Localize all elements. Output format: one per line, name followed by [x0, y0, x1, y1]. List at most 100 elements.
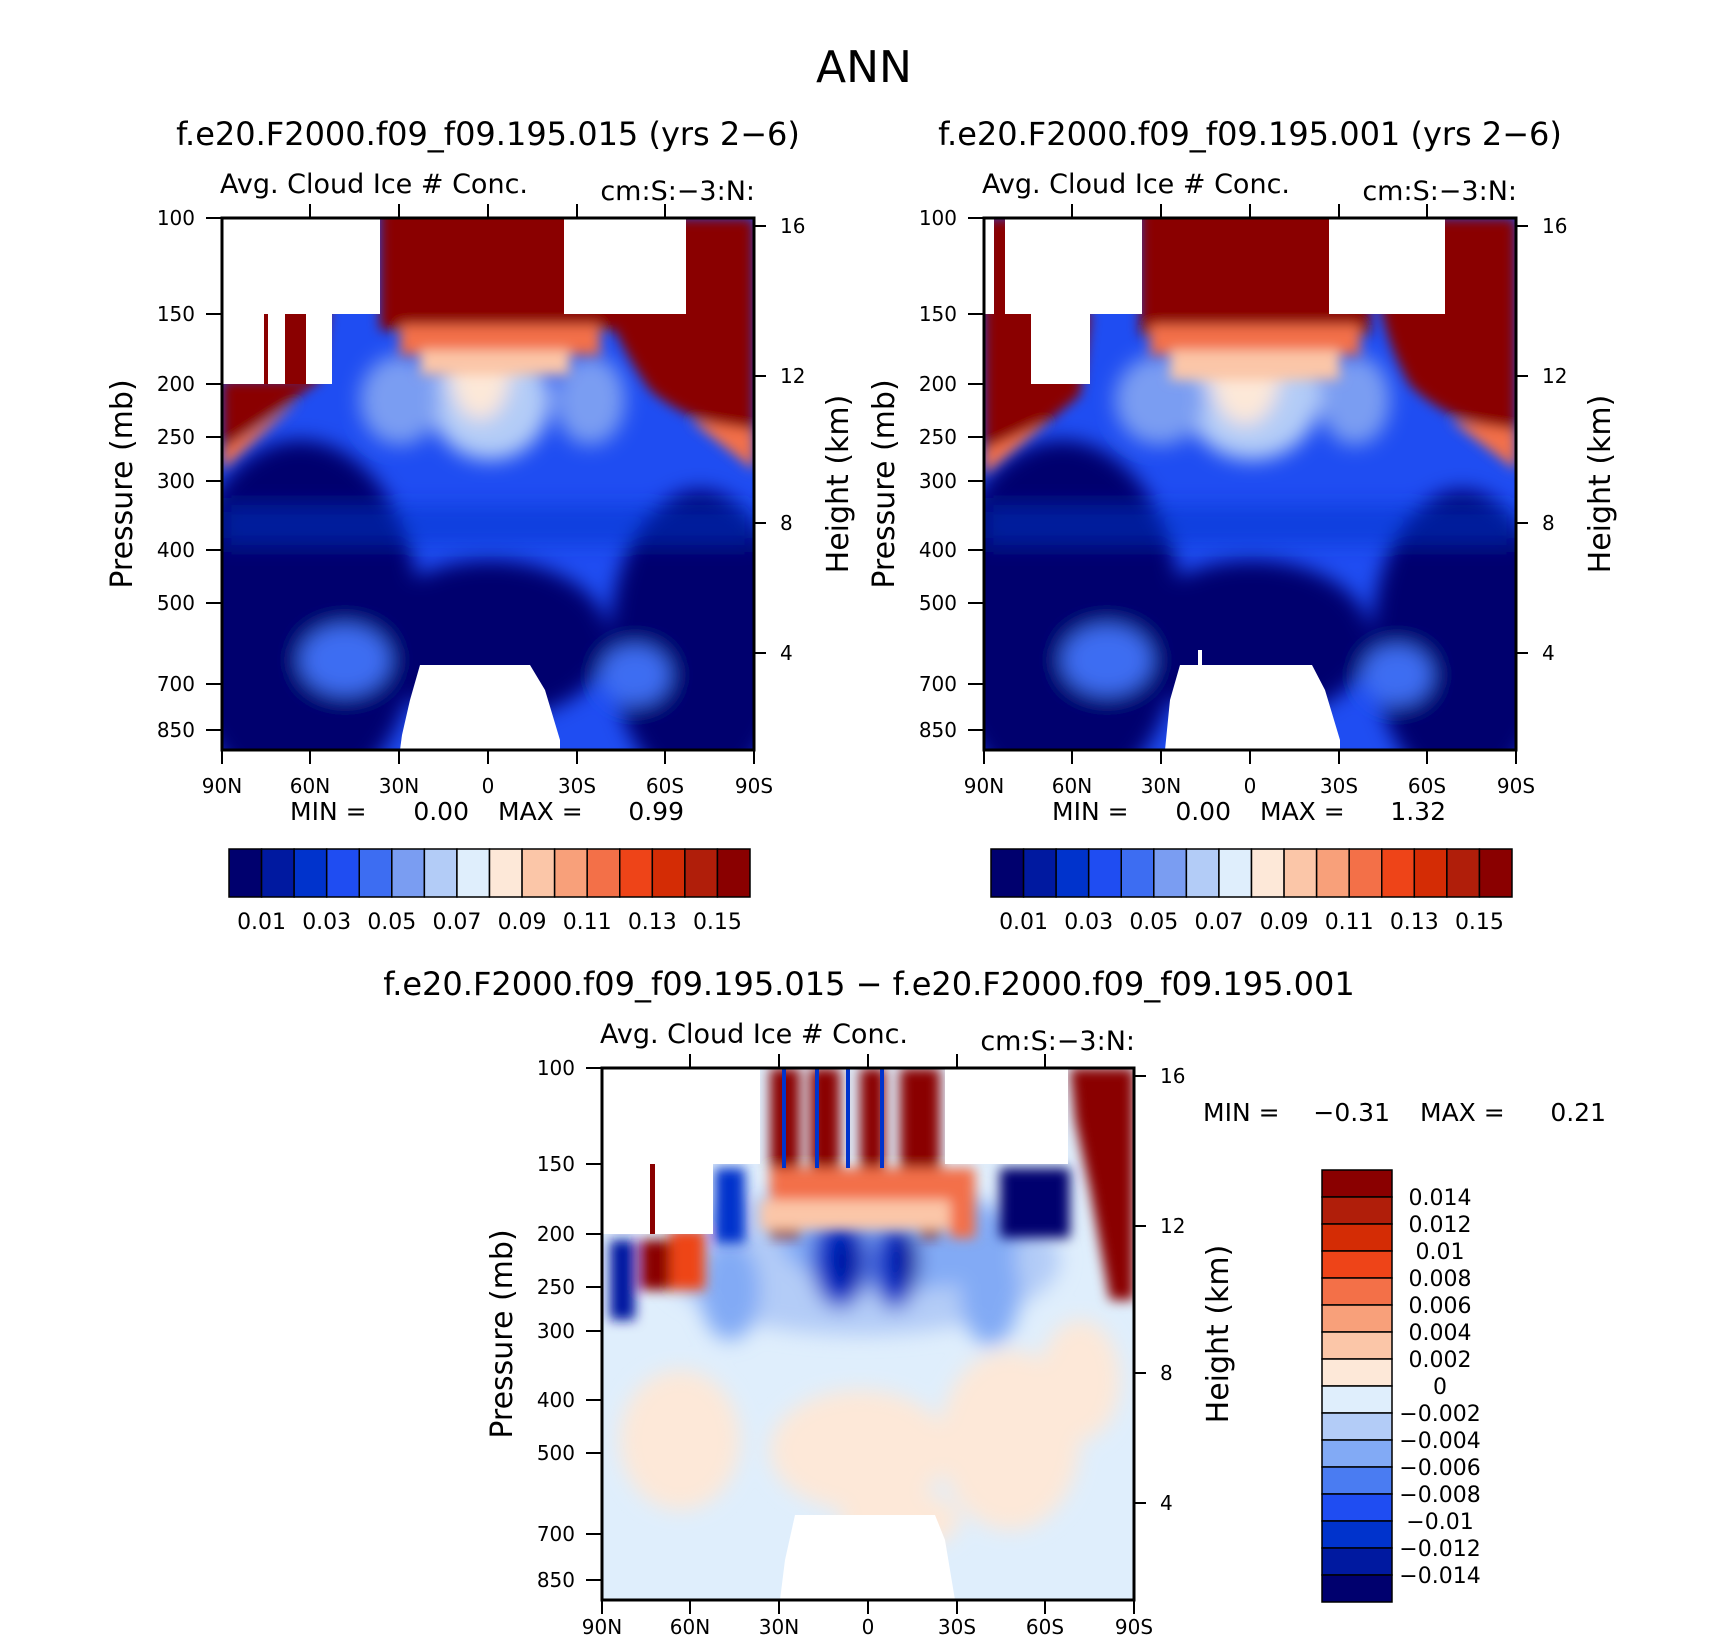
- colorbar-swatch: [684, 848, 719, 898]
- colorbar-label: −0.008: [1399, 1483, 1480, 1508]
- panel-2-ytick: 100: [919, 206, 957, 230]
- panel-3-xtick: 30N: [759, 1615, 799, 1639]
- colorbar-swatch: [1153, 848, 1188, 898]
- colorbar-label: 0.002: [1409, 1348, 1472, 1373]
- panel-1-xtick: 60N: [290, 774, 330, 798]
- panel-1-ytick-right: 8: [780, 511, 793, 535]
- panel-2-ytick: 250: [919, 425, 957, 449]
- panel-2-ylabel-right: Height (km): [1583, 395, 1618, 574]
- panel-1-subtitle-right: cm:S:−3:N:: [600, 176, 755, 207]
- colorbar-swatch: [488, 848, 523, 898]
- panel-3-max-label: MAX =: [1420, 1098, 1505, 1127]
- colorbar-swatch: [1250, 848, 1285, 898]
- colorbar-swatch: [1315, 848, 1350, 898]
- panel-3-ytick: 150: [537, 1152, 575, 1176]
- panel-1-xtick: 30S: [558, 774, 596, 798]
- colorbar-swatch: [1321, 1358, 1393, 1387]
- colorbar-label: 0.15: [693, 910, 742, 935]
- colorbar-swatch: [358, 848, 393, 898]
- panel-1-ytick: 850: [157, 718, 195, 742]
- panel-2-ytick: 300: [919, 469, 957, 493]
- panel-3-subtitle-right: cm:S:−3:N:: [980, 1026, 1135, 1057]
- colorbar-label: 0.01: [237, 910, 286, 935]
- panel-2-xtick: 90S: [1497, 774, 1535, 798]
- panel-1-ytick: 700: [157, 672, 195, 696]
- panel-1-axes: 100 150 200 250 300 400 500 700 850: [157, 204, 805, 798]
- panel-1-max-label: MAX =: [498, 797, 583, 826]
- colorbar-swatch: [1446, 848, 1481, 898]
- panel-2-ytick: 500: [919, 591, 957, 615]
- panel-3-ytick: 300: [537, 1319, 575, 1343]
- panel-1-ytick: 250: [157, 425, 195, 449]
- colorbar-label: 0.012: [1409, 1213, 1472, 1238]
- panel-2-title: f.e20.F2000.f09_f09.195.001 (yrs 2−6): [938, 115, 1562, 153]
- colorbar-swatch: [1321, 1439, 1393, 1468]
- colorbar-label: 0.05: [1129, 910, 1178, 935]
- panel-2-ytick: 700: [919, 672, 957, 696]
- colorbar-swatch: [1022, 848, 1057, 898]
- panel-1-ytick-right: 16: [780, 214, 805, 238]
- panel-3-ytick-right: 4: [1160, 1491, 1173, 1515]
- colorbar-label: 0.008: [1409, 1267, 1472, 1292]
- colorbar-swatch: [1321, 1277, 1393, 1306]
- colorbar-swatch: [1348, 848, 1383, 898]
- colorbar-swatch: [586, 848, 621, 898]
- colorbar-label: 0.004: [1409, 1321, 1472, 1346]
- panel-3-ytick: 200: [537, 1222, 575, 1246]
- panel-3: f.e20.F2000.f09_f09.195.015 − f.e20.F200…: [383, 965, 1606, 1639]
- colorbar-swatch: [1321, 1520, 1393, 1549]
- panel-3-ylabel-right: Height (km): [1201, 1245, 1236, 1424]
- colorbar-swatch: [1087, 848, 1122, 898]
- panel-3-ytick-right: 8: [1160, 1361, 1173, 1385]
- colorbar-swatch: [990, 848, 1025, 898]
- panel-2: f.e20.F2000.f09_f09.195.001 (yrs 2−6) Av…: [867, 115, 1618, 935]
- colorbar-label: 0.13: [628, 910, 677, 935]
- panel-3-xtick: 30S: [938, 1615, 976, 1639]
- colorbar-label: 0.09: [1260, 910, 1309, 935]
- panel-2-subtitle-right: cm:S:−3:N:: [1362, 176, 1517, 207]
- panel-2-xtick: 30N: [1141, 774, 1181, 798]
- colorbar-swatch: [1283, 848, 1318, 898]
- colorbar-swatch: [1478, 848, 1513, 898]
- colorbar-swatch: [1321, 1466, 1393, 1495]
- colorbar-swatch: [423, 848, 458, 898]
- panel-2-xtick: 90N: [964, 774, 1004, 798]
- panel-2-ylabel: Pressure (mb): [867, 379, 902, 588]
- panel-3-max-value: 0.21: [1550, 1098, 1606, 1127]
- panel-1-xtick: 30N: [379, 774, 419, 798]
- panel-3-ytick: 400: [537, 1388, 575, 1412]
- panel-2-ytick-right: 16: [1542, 214, 1567, 238]
- colorbar-label: 0.07: [1194, 910, 1243, 935]
- panel-2-colorbar: 0.01 0.03 0.05 0.07 0.09 0.11 0.13 0.15: [990, 848, 1513, 935]
- main-title: ANN: [816, 42, 912, 93]
- colorbar-label: 0.05: [367, 910, 416, 935]
- colorbar-swatch: [228, 848, 263, 898]
- colorbar-label: −0.012: [1399, 1537, 1480, 1562]
- colorbar-swatch: [1321, 1412, 1393, 1441]
- colorbar-swatch: [1381, 848, 1416, 898]
- panel-1-xtick: 90N: [202, 774, 242, 798]
- colorbar-swatch: [456, 848, 491, 898]
- colorbar-label: 0.03: [1064, 910, 1113, 935]
- panel-1-ytick: 150: [157, 302, 195, 326]
- panel-2-xtick: 60S: [1408, 774, 1446, 798]
- panel-1-subtitle-left: Avg. Cloud Ice # Conc.: [220, 169, 528, 200]
- colorbar-swatch: [1321, 1250, 1393, 1279]
- panel-1-xtick: 0: [482, 774, 495, 798]
- colorbar-label: 0.15: [1455, 910, 1504, 935]
- panel-2-subtitle-left: Avg. Cloud Ice # Conc.: [982, 169, 1290, 200]
- colorbar-label: 0.11: [1325, 910, 1374, 935]
- panel-1-min-value: 0.00: [413, 797, 469, 826]
- panel-2-xtick: 60N: [1052, 774, 1092, 798]
- panel-1-ytick-right: 4: [780, 641, 793, 665]
- colorbar-swatch: [521, 848, 556, 898]
- panel-3-axes: 100 150 200 250 300 400 500 700 850: [537, 1054, 1185, 1639]
- panel-3-xtick: 0: [862, 1615, 875, 1639]
- colorbar-swatch: [619, 848, 654, 898]
- colorbar-label: 0.13: [1390, 910, 1439, 935]
- colorbar-label: 0.006: [1409, 1294, 1472, 1319]
- panel-2-ytick: 850: [919, 718, 957, 742]
- panel-3-ytick: 700: [537, 1522, 575, 1546]
- panel-2-ytick: 400: [919, 538, 957, 562]
